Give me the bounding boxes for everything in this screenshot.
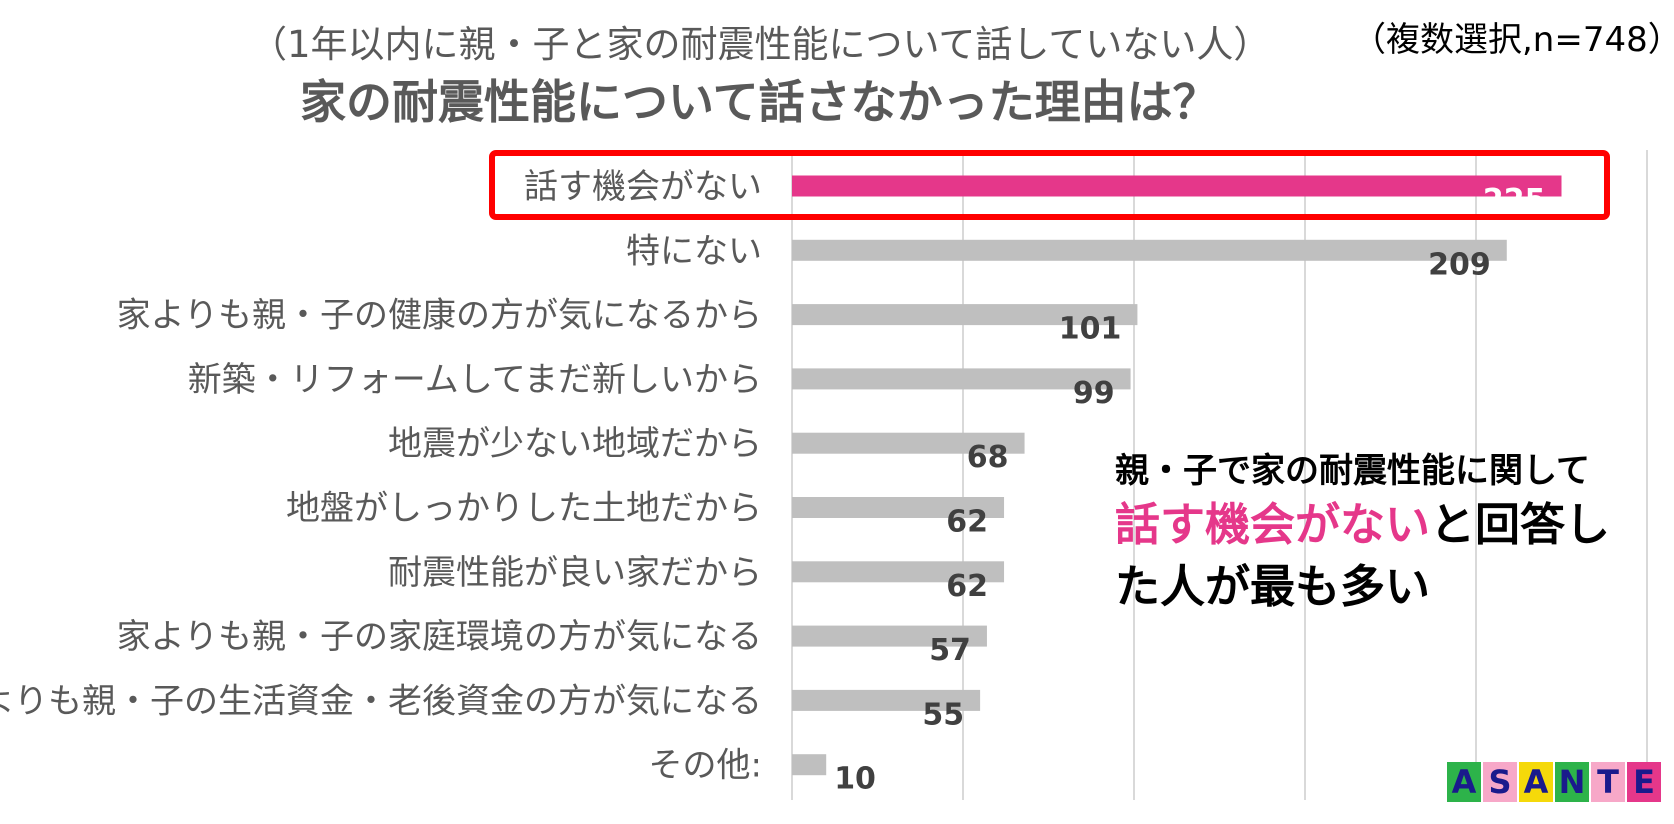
value-label: 10	[834, 762, 876, 797]
logo-tile: E	[1627, 762, 1661, 802]
bar	[792, 689, 981, 711]
value-label: 62	[946, 569, 988, 604]
callout-text: 親・子で家の耐震性能に関して 話す機会がないと回答した人が最も多い	[1115, 448, 1635, 618]
callout-line1: 親・子で家の耐震性能に関して	[1115, 451, 1590, 491]
value-label: 62	[946, 505, 988, 540]
category-label: 家よりも親・子の健康の方が気になるから	[117, 296, 762, 336]
logo-tile: A	[1447, 762, 1481, 802]
category-label: その他:	[649, 746, 762, 786]
chart-title: 家の耐震性能について話さなかった理由は？	[300, 75, 1219, 129]
bar	[792, 239, 1507, 261]
logo-tile: T	[1591, 762, 1625, 802]
logo-tile: N	[1555, 762, 1589, 802]
callout-rest: と回答した人が最も多い	[1115, 498, 1611, 613]
callout-line2: 話す機会がないと回答した人が最も多い	[1115, 494, 1635, 618]
bar	[792, 432, 1025, 454]
bar	[792, 368, 1131, 390]
category-label: 家よりも親・子の家庭環境の方が気になる	[117, 617, 762, 657]
category-label: 地震が少ない地域だから	[388, 424, 762, 464]
bar	[792, 561, 1005, 583]
logo-tile: S	[1483, 762, 1517, 802]
value-label: 99	[1073, 376, 1115, 411]
callout-highlight: 話す機会がない	[1115, 498, 1431, 551]
category-label: 地盤がしっかりした土地だから	[286, 489, 762, 529]
logo-tile: A	[1519, 762, 1553, 802]
bar	[792, 304, 1138, 326]
category-label: 新築・リフォームしてまだ新しいから	[188, 360, 762, 400]
category-label: 家よりも親・子の生活資金・老後資金の方が気になる	[0, 681, 762, 721]
category-label: 耐震性能が良い家だから	[388, 553, 762, 593]
value-label: 225	[1483, 183, 1546, 218]
highlight-box	[489, 150, 1610, 220]
value-label: 209	[1428, 247, 1491, 282]
value-label: 68	[967, 440, 1009, 475]
bar	[792, 625, 987, 647]
value-label: 55	[922, 697, 964, 732]
value-label: 101	[1059, 312, 1122, 347]
category-label: 特にない	[626, 231, 762, 271]
value-label: 57	[929, 633, 971, 668]
bar	[792, 175, 1562, 197]
bar	[792, 754, 827, 776]
category-label: 話す機会がない	[524, 167, 762, 207]
bar	[792, 497, 1005, 518]
sample-note: （複数選択,n=748）	[1352, 20, 1674, 60]
chart-subtitle: （1年以内に親・子と家の耐震性能について話していない人）	[250, 23, 1271, 66]
